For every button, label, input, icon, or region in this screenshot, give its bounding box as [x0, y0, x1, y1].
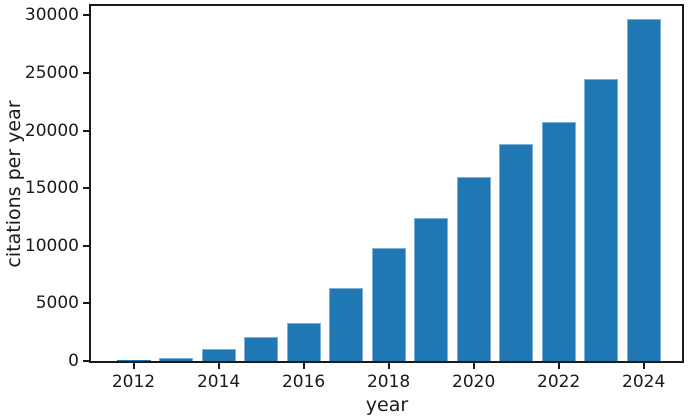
bar-2017 [329, 287, 364, 361]
y-tick-mark-0 [83, 360, 89, 362]
bar-2022 [541, 122, 576, 361]
y-tick-label-30000: 30000 [24, 5, 79, 26]
x-tick-label-2018: 2018 [366, 372, 411, 392]
y-tick-label-5000: 5000 [35, 293, 79, 314]
y-tick-label-25000: 25000 [24, 62, 79, 83]
bar-2021 [499, 144, 534, 361]
bar-2015 [244, 336, 279, 361]
bar-2018 [371, 248, 406, 361]
y-tick-label-20000: 20000 [24, 120, 79, 141]
bar-2014 [201, 348, 236, 361]
x-tick-label-2024: 2024 [622, 372, 666, 392]
bar-2013 [159, 358, 193, 361]
x-tick-label-2020: 2020 [452, 372, 496, 392]
bar-2024 [626, 19, 661, 361]
bar-2012 [116, 360, 151, 361]
x-tick-mark-2014 [217, 363, 220, 369]
x-tick-label-2014: 2014 [196, 372, 241, 392]
x-tick-mark-2018 [387, 363, 390, 369]
plot-area [89, 4, 684, 363]
x-tick-mark-2020 [472, 363, 475, 369]
y-tick-mark-15000 [83, 187, 89, 190]
y-tick-label-0: 0 [68, 351, 79, 371]
x-tick-mark-2012 [132, 363, 135, 369]
y-tick-mark-25000 [83, 71, 89, 74]
bar-2023 [584, 78, 619, 361]
x-tick-mark-2016 [302, 363, 305, 369]
x-tick-label-2012: 2012 [111, 372, 156, 392]
y-tick-mark-10000 [83, 244, 89, 247]
x-tick-mark-2024 [642, 363, 645, 369]
x-tick-label-2016: 2016 [281, 372, 326, 392]
y-tick-mark-20000 [83, 129, 89, 132]
x-tick-mark-2022 [557, 363, 560, 369]
bar-2016 [286, 323, 321, 361]
y-tick-mark-5000 [83, 302, 89, 305]
bar-2019 [414, 218, 449, 361]
x-tick-label-2022: 2022 [537, 372, 581, 392]
x-axis-label: year [365, 394, 409, 416]
bar-2020 [456, 176, 491, 361]
y-tick-mark-30000 [83, 14, 89, 17]
y-tick-label-15000: 15000 [24, 178, 79, 199]
y-tick-label-10000: 10000 [24, 235, 79, 256]
